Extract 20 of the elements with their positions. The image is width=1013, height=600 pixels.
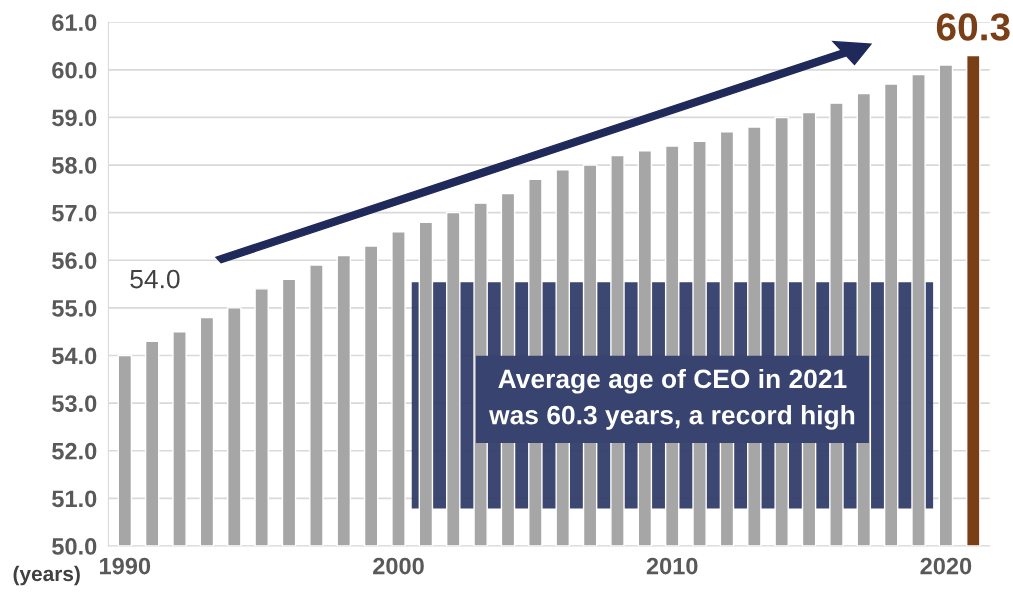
y-tick-label: 54.0 [52,347,97,365]
y-tick-label: 56.0 [52,252,97,270]
annotation: Average age of CEO in 2021 was 60.3 years, a record high [489,368,855,430]
y-tick-label: 52.0 [52,442,97,460]
y-tick-label: 50.0 [52,538,97,555]
data-label: 60.3 [936,13,1010,41]
y-tick-label: 57.0 [52,204,97,222]
y-tick-label: 51.0 [52,490,97,508]
y-tick-label: 60.0 [52,61,97,79]
y-tick-label: 53.0 [52,395,97,412]
data-label: 54.0 [130,269,180,289]
y-tick-label: 59.0 [52,109,97,127]
y-tick-label: 55.0 [52,299,97,317]
y-axis-title: (years) [13,565,80,586]
y-tick-label: 58.0 [52,157,97,174]
x-tick-label: 2020 [920,557,972,575]
x-tick-label: 1990 [100,557,151,575]
x-tick-label: 2000 [373,557,424,575]
y-tick-label: 61.0 [52,14,97,31]
x-tick-label: 2010 [646,557,698,575]
